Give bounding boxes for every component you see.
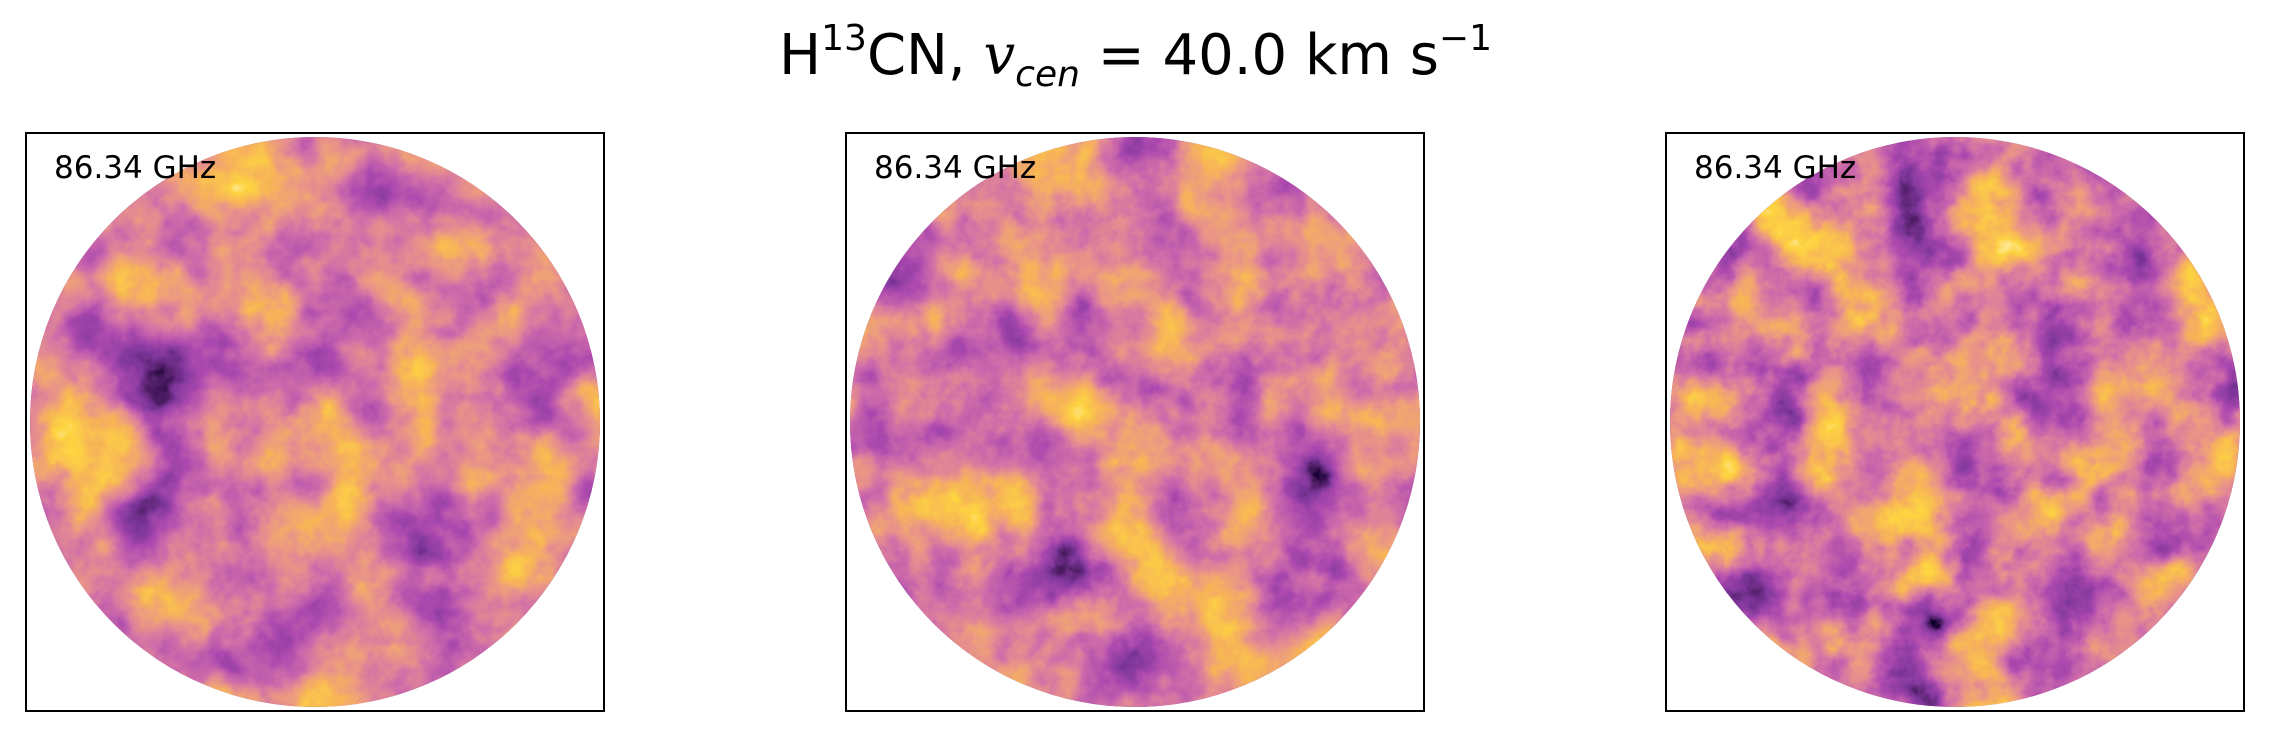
heatmap-panel-3: 86.34 GHz [1665,132,2245,712]
title-molecule-suffix: CN, [866,23,984,88]
title-molecule-prefix: H [779,23,822,88]
heatmap-panel-1: 86.34 GHz [25,132,605,712]
panel-3-frequency-label: 86.34 GHz [1694,150,1857,186]
figure-title: H13CN, vcen = 40.0 km s−1 [0,21,2271,93]
title-variable: v [983,23,1016,88]
heatmap-panel-2: 86.34 GHz [845,132,1425,712]
heatmap-footprint-3 [1670,137,2240,707]
title-unit-exponent: −1 [1438,18,1492,59]
panel-2-frequency-label: 86.34 GHz [874,150,1037,186]
title-isotope: 13 [821,18,867,59]
heatmap-1 [30,137,600,707]
title-variable-subscript: cen [1015,54,1080,95]
title-value: = 40.0 km s [1079,23,1439,88]
panel-1-frequency-label: 86.34 GHz [54,150,217,186]
heatmap-3 [1670,137,2240,707]
heatmap-2 [850,137,1420,707]
heatmap-footprint-1 [30,137,600,707]
heatmap-footprint-2 [850,137,1420,707]
